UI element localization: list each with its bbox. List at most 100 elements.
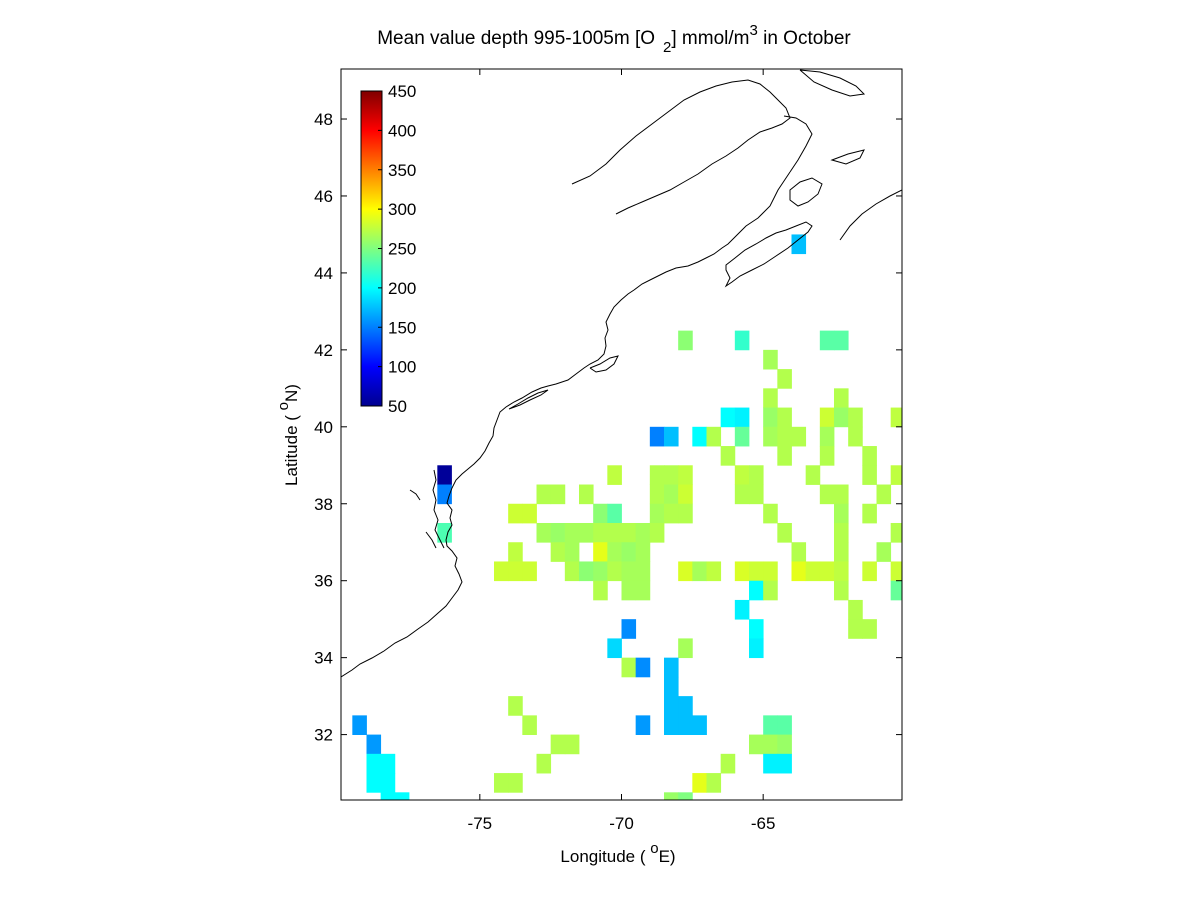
- data-cell: [834, 388, 849, 408]
- data-cell: [834, 522, 849, 543]
- colorbar-tick-label: 200: [388, 279, 416, 298]
- title-middle: ] mmol/m: [671, 28, 749, 49]
- data-cell: [593, 522, 608, 543]
- data-cell: [635, 542, 651, 562]
- data-cell: [607, 561, 622, 582]
- data-cell: [777, 407, 792, 428]
- data-cell: [848, 599, 863, 620]
- data-cell: [749, 638, 764, 659]
- data-cell: [564, 542, 580, 562]
- data-cell: [664, 657, 679, 678]
- data-cell: [890, 407, 902, 428]
- data-cell: [579, 561, 594, 582]
- data-cell: [366, 734, 382, 755]
- data-cell: [734, 599, 750, 620]
- data-cell: [536, 753, 552, 774]
- data-cell: [664, 426, 679, 447]
- data-cell: [876, 542, 892, 562]
- data-cell: [791, 234, 807, 255]
- data-cell: [805, 561, 821, 582]
- data-cell: [692, 715, 707, 735]
- coastline-long-island: [508, 389, 549, 410]
- y-axis-label-prefix: Latitude (: [282, 410, 301, 486]
- y-tick-label: 38: [314, 495, 333, 514]
- data-cell: [862, 465, 877, 485]
- data-cell: [664, 792, 679, 800]
- colorbar-tick-label: 250: [388, 240, 416, 259]
- data-cell: [749, 734, 764, 755]
- data-cell: [664, 503, 679, 524]
- colorbar-tick-label: 150: [388, 318, 416, 337]
- coastline-newfoundland: [839, 189, 902, 241]
- data-cell: [848, 619, 863, 639]
- data-cell: [621, 619, 637, 639]
- coastline-chesapeake: [409, 469, 445, 549]
- coastline-gaspe: [783, 115, 813, 173]
- y-tick-label: 36: [314, 572, 333, 591]
- data-cell: [749, 580, 764, 601]
- data-cell: [664, 696, 679, 716]
- data-cell: [734, 330, 750, 351]
- data-cell: [862, 619, 877, 639]
- coastline-st-lawrence: [571, 79, 791, 215]
- data-cell: [494, 773, 509, 793]
- colorbar-tick-label: 350: [388, 161, 416, 180]
- data-cell: [890, 522, 902, 543]
- data-cell: [890, 580, 902, 601]
- coastline-pei: [830, 149, 865, 165]
- data-cell: [508, 696, 523, 716]
- colorbar: 450 400 350 300 250 200 150 100 50: [360, 82, 416, 416]
- data-cell: [678, 638, 693, 659]
- data-cell: [607, 465, 622, 485]
- x-tick-label: -65: [751, 814, 776, 833]
- plot-area: [341, 69, 902, 800]
- data-cell: [522, 715, 537, 735]
- data-cell: [777, 753, 792, 774]
- axis-ticks: -75 -70 -65 32 34 36 38 40 42 44 46 48: [314, 69, 902, 833]
- title-superscript: 3: [749, 22, 757, 39]
- data-cell: [678, 503, 693, 524]
- data-cell: [763, 715, 778, 735]
- data-cell: [607, 542, 622, 562]
- x-axis-label-suffix: E): [659, 847, 676, 866]
- data-cell: [819, 561, 835, 582]
- data-cell: [635, 657, 651, 678]
- data-cell: [621, 561, 637, 582]
- data-cell: [437, 522, 452, 543]
- data-cell: [734, 465, 750, 485]
- y-tick-label: 32: [314, 726, 333, 745]
- data-cell: [664, 484, 679, 505]
- y-axis-label: Latitude ( oN): [275, 384, 301, 486]
- data-cell: [692, 426, 707, 447]
- data-cell: [890, 465, 902, 485]
- data-cell: [777, 734, 792, 755]
- data-cell: [678, 715, 693, 735]
- data-cell: [508, 773, 523, 793]
- data-cell: [437, 465, 452, 485]
- data-cell: [649, 465, 665, 485]
- data-cell: [763, 388, 778, 408]
- data-cell: [763, 734, 778, 755]
- data-cell: [593, 503, 608, 524]
- data-cell: [749, 619, 764, 639]
- data-cell: [763, 503, 778, 524]
- y-tick-label: 40: [314, 418, 333, 437]
- data-cell: [819, 484, 835, 505]
- data-cell: [380, 753, 396, 774]
- y-tick-label: 46: [314, 187, 333, 206]
- data-cell: [763, 561, 778, 582]
- x-axis-label-prefix: Longitude (: [560, 847, 650, 866]
- data-cell: [508, 503, 523, 524]
- data-cell: [890, 561, 902, 582]
- data-cell: [777, 369, 792, 389]
- coastline: [341, 69, 902, 678]
- data-cell: [692, 561, 707, 582]
- data-cell: [777, 715, 792, 735]
- colorbar-tick-label: 100: [388, 358, 416, 377]
- data-cell: [579, 484, 594, 505]
- data-cell: [536, 484, 552, 505]
- data-cell: [635, 580, 651, 601]
- data-cell: [791, 561, 807, 582]
- y-tick-label: 44: [314, 264, 333, 283]
